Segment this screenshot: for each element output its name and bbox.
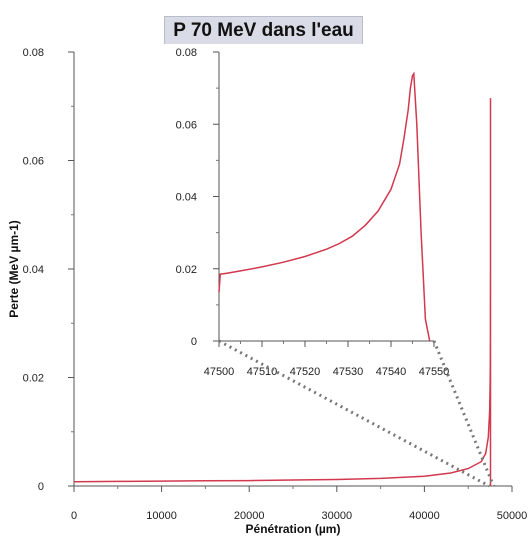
y-tick-label: 0.06 bbox=[23, 156, 44, 168]
inset-x-tick-label: 47550 bbox=[419, 366, 450, 378]
inset-x-tick-label: 47540 bbox=[376, 366, 407, 378]
chart-title: P 70 MeV dans l'eau bbox=[164, 16, 363, 45]
x-axis-label: Pénétration (µm) bbox=[246, 522, 341, 536]
y-axis-label: Perte (MeV µm-1) bbox=[7, 220, 21, 318]
y-tick-label: 0.08 bbox=[23, 47, 44, 59]
inset-background bbox=[159, 44, 454, 381]
inset-y-tick-label: 0 bbox=[191, 336, 197, 348]
inset-x-tick-label: 47520 bbox=[290, 366, 321, 378]
main-series-line bbox=[73, 98, 492, 486]
y-tick-label: 0 bbox=[38, 481, 44, 493]
inset-series-line bbox=[218, 71, 431, 342]
inset-x-tick-label: 47530 bbox=[333, 366, 364, 378]
inset-x-tick-label: 47510 bbox=[247, 366, 278, 378]
y-tick-label: 0.02 bbox=[23, 373, 44, 385]
x-tick-label: 10000 bbox=[146, 510, 177, 522]
inset-y-tick-label: 0.04 bbox=[176, 192, 197, 204]
zoom-connector-right bbox=[432, 340, 495, 487]
x-tick-label: 30000 bbox=[322, 510, 353, 522]
inset-y-tick-label: 0.08 bbox=[176, 47, 197, 59]
inset-x-tick-label: 47500 bbox=[204, 366, 235, 378]
inset-y-tick-label: 0.06 bbox=[176, 119, 197, 131]
x-tick-label: 50000 bbox=[497, 510, 528, 522]
x-tick-label: 40000 bbox=[409, 510, 440, 522]
x-tick-label: 20000 bbox=[234, 510, 265, 522]
y-tick-label: 0.04 bbox=[23, 264, 44, 276]
x-tick-label: 0 bbox=[71, 510, 77, 522]
inset-y-tick-label: 0.02 bbox=[176, 264, 197, 276]
